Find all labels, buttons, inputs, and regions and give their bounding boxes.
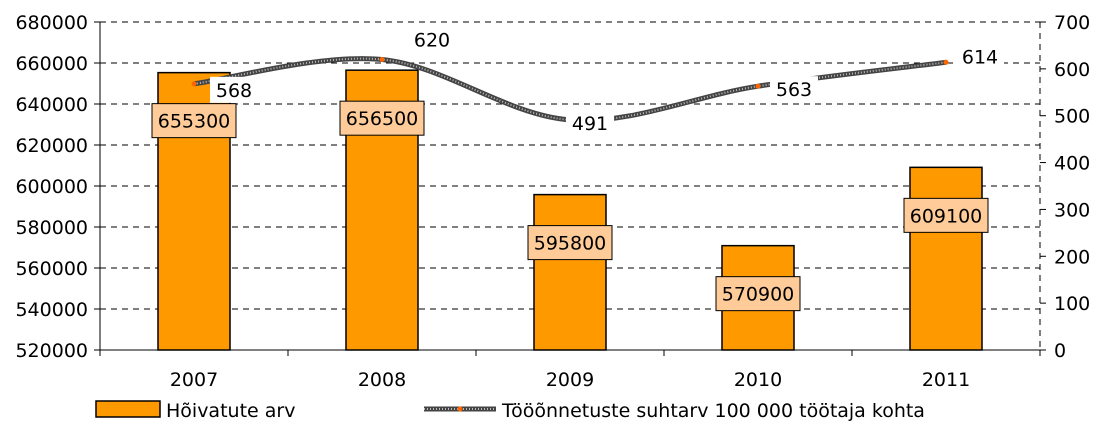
left-tick-label: 600000: [15, 176, 88, 198]
bar-label-box: [903, 197, 989, 233]
axes: [94, 21, 1046, 356]
right-tick-label: 0: [1054, 340, 1066, 362]
left-tick-label: 580000: [15, 217, 88, 239]
line-point-2008: [379, 56, 385, 62]
line-data-label: 614: [962, 46, 998, 68]
legend: Hõivatute arv Tööõnnetuste suhtarv 100 00…: [95, 400, 925, 422]
left-tick-label: 680000: [15, 12, 88, 34]
category-label: 2009: [546, 369, 594, 391]
bar-data-label: 595800: [534, 233, 607, 255]
bar-label-box: [151, 103, 237, 139]
left-tick-label: 640000: [15, 94, 88, 116]
line-point-2007: [191, 81, 197, 87]
category-label: 2010: [734, 369, 782, 391]
right-tick-label: 500: [1054, 106, 1090, 128]
line-label-bg: [210, 76, 258, 103]
bar-2009: [533, 193, 607, 351]
line-data-label: 563: [776, 79, 812, 101]
legend-label-bars: Hõivatute arv: [166, 400, 295, 422]
right-tick-label: 700: [1054, 12, 1090, 34]
left-tick-label: 620000: [15, 135, 88, 157]
line-point-2010: [755, 83, 761, 89]
bar-data-label: 655300: [158, 111, 231, 133]
left-tick-label: 540000: [15, 299, 88, 321]
bar-data-label: 609100: [910, 205, 983, 227]
bar-label-box: [339, 100, 425, 136]
data-labels: 655300 656500 595800 570900 609100 568 620 491 5…: [151, 26, 1004, 312]
category-label: 2011: [922, 369, 970, 391]
line-series-path: [193, 57, 947, 122]
right-tick-label: 200: [1054, 246, 1090, 268]
category-label: 2007: [170, 369, 218, 391]
line-label-bg: [770, 76, 818, 103]
gridlines: [100, 21, 1041, 350]
category-label: 2008: [358, 369, 406, 391]
line-label-bg: [566, 109, 614, 136]
right-tick-label: 300: [1054, 199, 1090, 221]
line-data-label: 491: [572, 113, 608, 135]
left-tick-label: 660000: [15, 53, 88, 75]
line-point-2011: [943, 59, 949, 65]
line-data-label: 620: [414, 29, 450, 51]
bar-2011: [909, 166, 983, 351]
left-tick-label: 520000: [15, 340, 88, 362]
legend-swatch-bars: [95, 400, 161, 418]
right-tick-label: 400: [1054, 153, 1090, 175]
tick-labels: 520000 540000 560000 580000 600000 620000 6400…: [15, 12, 1090, 391]
line-label-bg: [956, 43, 1004, 70]
right-tick-label: 100: [1054, 293, 1090, 315]
bar-data-label: 570900: [722, 284, 795, 306]
bar-label-box: [715, 276, 801, 312]
line-label-bg: [408, 26, 456, 53]
right-tick-label: 600: [1054, 59, 1090, 81]
line-data-label: 568: [216, 80, 252, 102]
left-tick-label: 560000: [15, 258, 88, 280]
legend-swatch-marker: [457, 406, 463, 412]
legend-label-line: Tööõnnetuste suhtarv 100 000 töötaja koh…: [501, 400, 925, 422]
bar-data-label: 656500: [346, 108, 419, 130]
bar-label-box: [527, 225, 613, 261]
